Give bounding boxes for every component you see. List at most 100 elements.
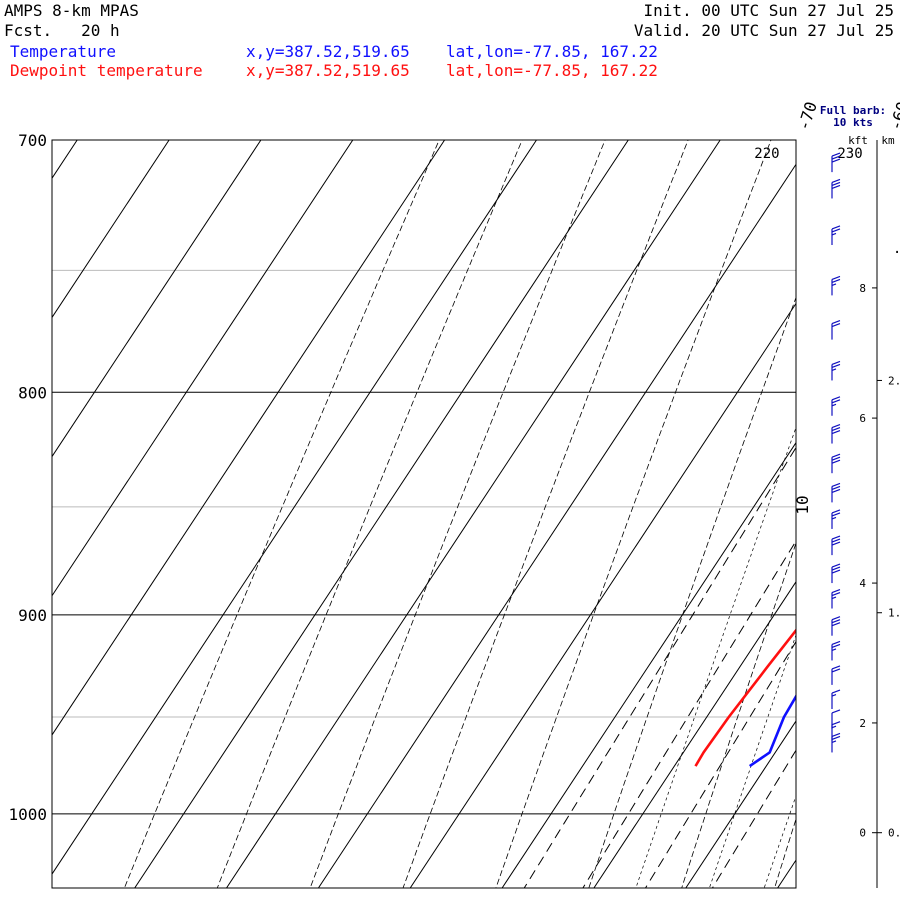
isotherm [409,302,796,888]
wind-barb-flag [831,535,841,540]
series-xy-temperature: x,y=387.52,519.65 [246,42,410,61]
isotherm [52,140,78,180]
wind-barb [831,482,841,503]
isotherm [52,140,262,458]
height-axis-kft-unit: kft [848,134,868,147]
wind-barb-flag [831,360,841,366]
barb-legend-title: Full barb: [820,104,886,117]
wind-barb-flag [831,622,841,627]
wind-barb [831,453,841,474]
wind-barb [831,396,841,416]
fcst-value: 20 h [81,21,120,40]
isotherm [317,163,796,888]
wind-barb-flag [831,566,841,571]
dry-adiabat [402,140,689,888]
moist-adiabat [866,85,900,900]
wind-barb-flag [831,488,841,493]
pressure-tick-label: 700 [18,131,47,150]
wind-barb [831,320,841,340]
dry-adiabat [123,140,440,888]
wind-barb [831,709,841,729]
wind-barb-flag [831,665,841,670]
wind-barb-flag [831,152,841,157]
wind-barb-flag [831,158,841,163]
mixing-ratio-line [876,258,900,900]
series-xy-dewpoint: x,y=387.52,519.65 [246,61,410,80]
wind-barb [831,423,841,444]
kft-tick-label: 2 [859,717,866,730]
moist-adiabat-label: 10 [793,495,812,514]
wind-barb-flag [831,320,841,325]
kft-tick-label: 4 [859,577,866,590]
wind-barb-flag [831,591,841,597]
wind-barb [831,563,841,584]
fcst-label: Fcst. [4,21,53,40]
chart-labels: 7008009001000-70-60-50-40-30-20-10022023… [8,99,900,888]
dry-adiabat [588,296,796,888]
wind-barb-flag [831,178,841,184]
isotherm-label: -70 [794,99,821,132]
wind-barb-flag [831,275,841,280]
barb-legend-speed: 10 kts [833,116,873,129]
wind-barb-flag [831,459,841,464]
wind-barb-flag [831,640,841,646]
wind-barb-half-flag [831,648,837,652]
isotherm [226,140,721,888]
pressure-tick-label: 800 [18,383,47,402]
wind-barb-flag [831,668,841,673]
wind-barb-half-flag [831,368,837,372]
series-latlon-dewpoint: lat,lon=-77.85, 167.22 [446,61,658,80]
km-tick-label: 2. [888,374,900,387]
wind-barb-half-flag [831,725,837,729]
isotherm [52,140,354,597]
init-time: Init. 00 UTC Sun 27 Jul 25 [644,2,894,20]
wind-barb-flag [831,643,841,649]
wind-barb-flag [831,563,841,568]
wind-barb-flag [831,453,841,458]
wind-barb-flag [831,569,841,574]
wind-barb-half-flag [831,283,837,286]
wind-barb-flag [831,426,841,432]
theta-label: 220 [754,146,779,162]
wind-barb [831,616,841,636]
pressure-tick-label: 900 [18,606,47,625]
wind-barb-flag [831,588,841,594]
series-label-temperature: Temperature [10,42,116,61]
wind-barb [831,689,841,710]
series-latlon-temperature: lat,lon=-77.85, 167.22 [446,42,658,61]
wind-barb-flag [831,538,841,543]
model-title: AMPS 8-km MPAS [4,1,139,20]
wind-barb-half-flag [831,403,837,407]
wind-barb [831,360,841,381]
wind-barb-flag [831,709,841,714]
wind-barb-flag [831,616,841,621]
wind-barb-flag [831,225,841,230]
wind-barb-half-flag [831,740,837,744]
dry-adiabat [495,140,772,888]
km-tick-label: 0. [888,827,900,840]
valid-label: Valid. [633,21,692,40]
wind-barb-flag [831,735,841,741]
wind-barb-column [831,152,841,753]
mixing-ratio-line [582,540,796,888]
wind-barb-flag [831,423,841,429]
wind-barb-flag [831,278,841,283]
isotherm [593,580,796,888]
wind-barb-flag [831,155,841,160]
dry-adiabat [681,541,796,888]
wind-barb-flag [831,689,841,694]
moist-adiabat [709,634,796,888]
wind-barb-flag [831,485,841,490]
dewpoint-line [694,628,796,767]
mixing-ratio-line [797,258,900,900]
wind-barb-flag [831,323,841,328]
wind-barb-flag [831,399,841,404]
wind-barb-flag [831,541,841,546]
chart-frame [51,139,797,889]
wind-barb [831,665,841,685]
wind-barb [831,640,841,661]
km-tick-label: 1. [888,607,900,620]
wind-barb-flag [831,512,841,517]
dry-adiabat [774,817,796,888]
wind-barb-flag [831,181,841,187]
